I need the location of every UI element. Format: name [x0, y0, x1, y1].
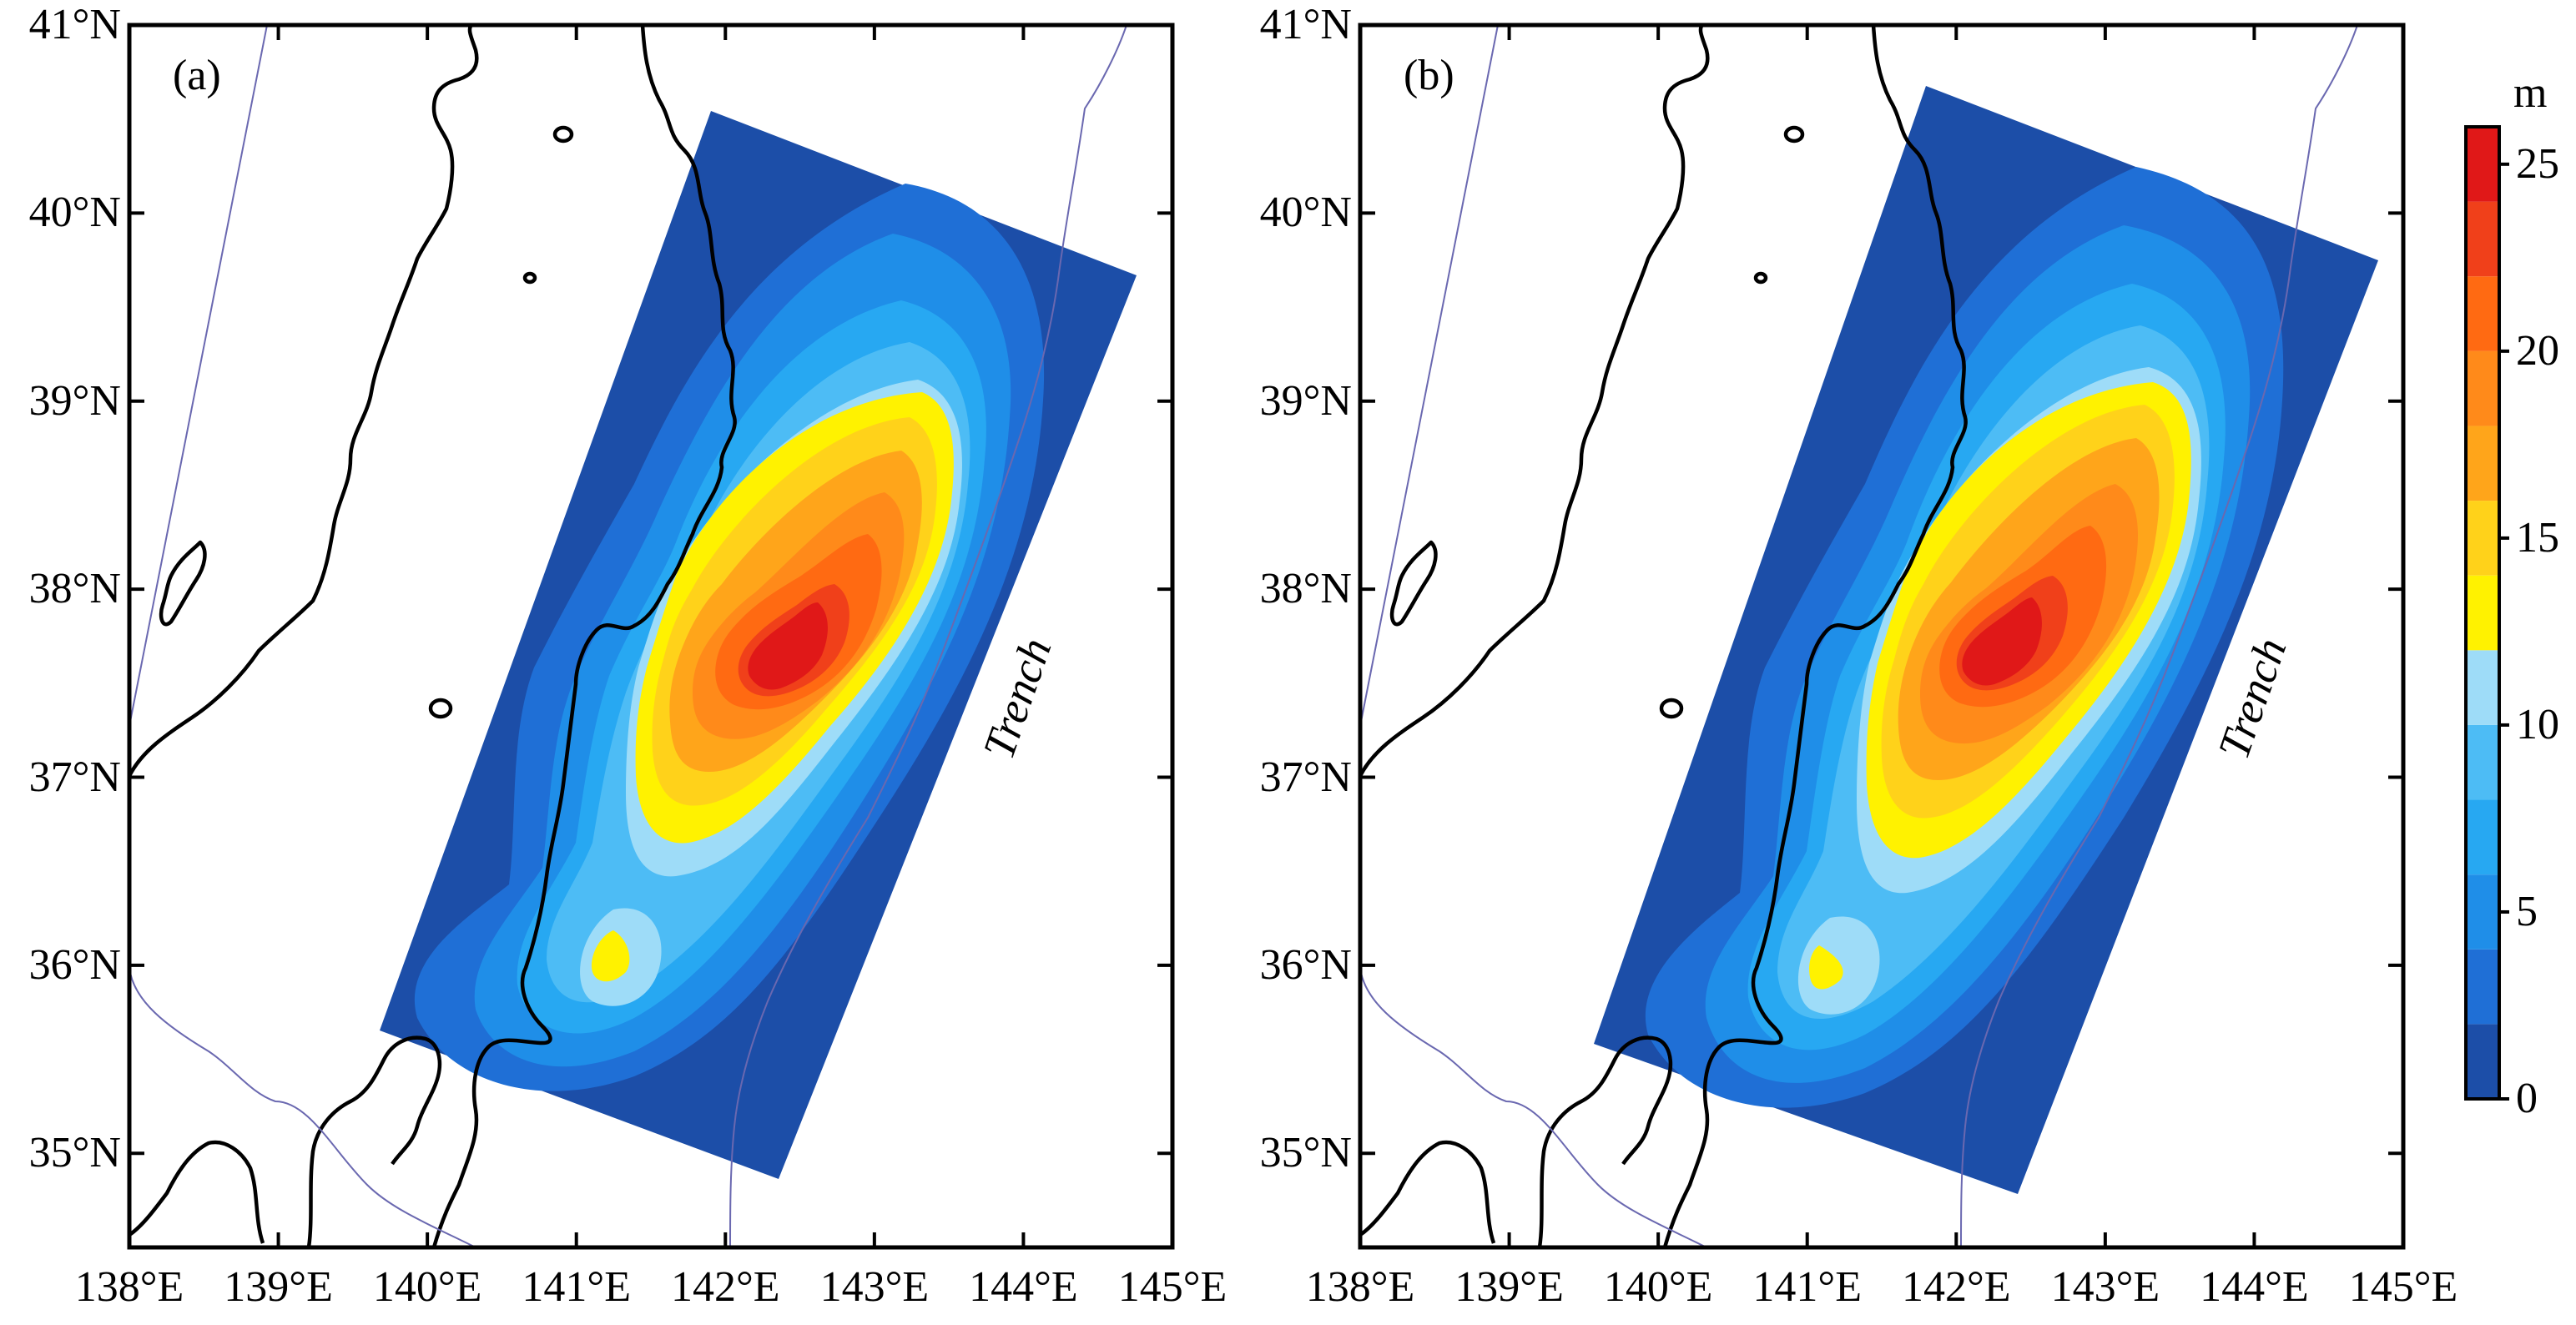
lon-label: 140°E — [1603, 1263, 1713, 1311]
lon-label: 138°E — [74, 1263, 184, 1311]
secondary-patch-14-b — [1809, 945, 1843, 990]
colorbar-swatch — [2466, 799, 2499, 875]
colorbar-unit: m — [2513, 69, 2548, 117]
lat-label: 41°N — [1259, 1, 1352, 48]
colorbar-swatch — [2466, 501, 2499, 576]
ticks-b — [1359, 23, 2405, 1247]
lat-label: 37°N — [28, 753, 121, 801]
colorbar-tick-label: 15 — [2516, 513, 2559, 562]
colorbar-swatch — [2466, 127, 2499, 202]
panel-label-a: (a) — [173, 52, 221, 99]
lat-label: 40°N — [28, 189, 121, 237]
lon-label: 140°E — [372, 1263, 482, 1311]
map-frame-a — [127, 23, 1175, 1250]
map-frame-b — [1358, 23, 2406, 1250]
colorbar-swatch — [2466, 575, 2499, 651]
lon-label: 141°E — [522, 1263, 631, 1311]
lon-label: 142°E — [1902, 1263, 2011, 1311]
plate-boundary-b — [1360, 25, 2358, 1247]
colorbar-swatch — [2466, 724, 2499, 800]
coastline-b — [1360, 25, 1968, 1247]
lon-label: 143°E — [2050, 1263, 2160, 1311]
slip-model-b — [1594, 86, 2378, 1194]
lat-label: 39°N — [28, 376, 121, 425]
secondary-patch-14 — [591, 930, 630, 982]
lon-label: 143°E — [819, 1263, 930, 1311]
lat-label: 38°N — [28, 565, 121, 613]
colorbar-frame — [2464, 125, 2501, 1101]
lon-label: 141°E — [1752, 1263, 1862, 1311]
ticks-a — [128, 23, 1174, 1247]
lon-label: 145°E — [1117, 1263, 1228, 1311]
lat-label: 35°N — [28, 1129, 121, 1177]
lon-label: 139°E — [1454, 1263, 1564, 1311]
colorbar-tick-label: 20 — [2516, 326, 2559, 375]
lat-label: 39°N — [1259, 376, 1352, 425]
colorbar-swatch — [2466, 276, 2499, 351]
lat-label: 37°N — [1259, 753, 1352, 801]
lon-label: 139°E — [224, 1263, 333, 1311]
panel-b — [1358, 23, 2406, 1250]
slip-contour-25 — [748, 602, 828, 690]
colorbar-swatch — [2466, 650, 2499, 725]
colorbar-tick-label: 5 — [2516, 887, 2538, 935]
slip-model-a — [380, 111, 1137, 1179]
lat-label: 36°N — [28, 940, 121, 989]
panel-a — [127, 23, 1175, 1250]
lat-label: 41°N — [28, 1, 121, 48]
lat-label: 36°N — [1259, 940, 1352, 989]
colorbar-swatch — [2466, 426, 2499, 501]
colorbar-swatch — [2466, 949, 2499, 1025]
lat-label: 35°N — [1259, 1129, 1352, 1177]
colorbar-tick-label: 0 — [2516, 1075, 2538, 1122]
lon-label: 142°E — [671, 1263, 780, 1311]
lat-label: 40°N — [1259, 189, 1352, 237]
colorbar-swatch — [2466, 350, 2499, 426]
lon-label: 145°E — [2348, 1263, 2458, 1311]
lon-label: 138°E — [1305, 1263, 1415, 1311]
colorbar-swatch — [2466, 201, 2499, 277]
colorbar — [2464, 125, 2509, 1101]
slip-contour-25-b — [1962, 597, 2042, 686]
colorbar-tick-label: 25 — [2516, 139, 2559, 188]
colorbar-swatches — [2466, 127, 2499, 1099]
lat-label: 38°N — [1259, 565, 1352, 613]
plate-boundary-a — [129, 25, 1127, 1247]
panel-label-b: (b) — [1404, 52, 1454, 99]
colorbar-swatch — [2466, 1024, 2499, 1099]
lon-label: 144°E — [969, 1263, 1078, 1311]
colorbar-swatch — [2466, 874, 2499, 950]
colorbar-tick-label: 10 — [2516, 700, 2559, 748]
coastline-a — [129, 25, 737, 1247]
colorbar-ticks — [2499, 162, 2509, 1101]
lon-label: 144°E — [2200, 1263, 2309, 1311]
